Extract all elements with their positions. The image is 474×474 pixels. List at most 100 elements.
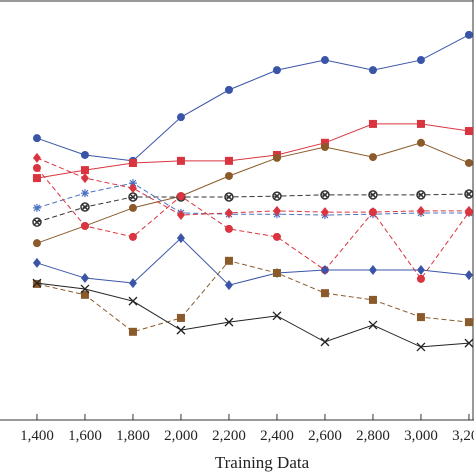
marker: [128, 278, 137, 289]
marker: [224, 207, 233, 218]
series-line: [36, 167, 470, 280]
marker: [32, 164, 41, 172]
marker: [32, 278, 42, 288]
marker: [128, 158, 137, 167]
marker: [320, 190, 330, 200]
marker: [128, 203, 137, 212]
x-tick-label: 2,000: [164, 428, 198, 444]
marker: [368, 295, 377, 304]
marker: [320, 138, 329, 147]
marker: [464, 208, 473, 217]
marker: [32, 174, 41, 183]
series-line: [36, 237, 470, 286]
marker: [224, 280, 233, 291]
marker: [272, 205, 281, 216]
marker: [128, 327, 137, 336]
marker: [320, 337, 330, 347]
marker: [32, 239, 41, 248]
series-line: [36, 260, 470, 333]
x-tick-label: 3,000: [404, 428, 438, 444]
marker: [80, 150, 89, 159]
x-tick-label: 2,200: [212, 428, 246, 444]
marker: [368, 320, 378, 330]
marker: [80, 202, 90, 212]
marker: [272, 269, 281, 277]
marker: [80, 166, 89, 175]
marker: [80, 189, 89, 198]
marker: [464, 189, 474, 199]
marker: [32, 217, 42, 227]
marker: [224, 171, 233, 180]
marker: [176, 192, 185, 201]
marker: [224, 224, 233, 233]
marker: [416, 56, 425, 65]
marker: [176, 156, 185, 165]
marker: [464, 30, 473, 39]
marker: [368, 208, 377, 217]
series-line: [36, 193, 469, 223]
x-tick-label: 2,600: [308, 428, 342, 444]
marker: [464, 318, 473, 327]
marker: [416, 205, 425, 216]
marker: [176, 313, 185, 322]
x-tick-label: 2,400: [260, 428, 294, 444]
x-axis-label: Training Data: [215, 453, 310, 472]
marker: [80, 284, 90, 294]
marker: [272, 66, 281, 75]
x-tick-label: 1,400: [20, 428, 54, 444]
marker: [368, 66, 377, 75]
marker: [224, 85, 233, 94]
marker: [368, 265, 377, 276]
marker: [176, 233, 185, 244]
marker: [128, 192, 138, 202]
marker: [272, 191, 282, 201]
marker: [320, 289, 329, 298]
marker: [224, 256, 233, 265]
marker: [368, 153, 377, 162]
marker: [416, 342, 426, 352]
marker: [464, 338, 474, 348]
marker: [224, 156, 233, 165]
marker: [272, 311, 282, 321]
marker: [32, 134, 41, 143]
x-tick-label: 1,800: [116, 428, 150, 444]
marker: [416, 313, 425, 322]
marker: [320, 265, 329, 276]
series-line: [36, 157, 469, 216]
series-line: [36, 142, 470, 244]
x-tick-label: 3,200: [452, 428, 474, 444]
marker: [80, 273, 89, 284]
marker: [416, 119, 425, 128]
series-line: [36, 34, 470, 162]
marker: [80, 173, 89, 184]
marker: [320, 56, 329, 65]
marker: [32, 257, 41, 268]
marker: [416, 265, 425, 276]
marker: [272, 153, 281, 162]
marker: [464, 158, 473, 167]
marker: [320, 143, 329, 151]
marker: [128, 232, 137, 241]
marker: [32, 203, 41, 212]
x-tick-label: 2,800: [356, 428, 390, 444]
marker: [128, 296, 138, 306]
marker: [80, 221, 89, 230]
series-line: [36, 123, 470, 179]
marker: [224, 192, 234, 202]
marker: [176, 113, 185, 122]
marker: [128, 179, 137, 188]
marker: [128, 183, 137, 194]
marker: [464, 270, 473, 281]
marker: [176, 210, 185, 221]
marker: [320, 207, 329, 218]
x-tick-label: 1,600: [68, 428, 102, 444]
series-line: [36, 182, 469, 216]
marker: [416, 190, 426, 200]
marker: [368, 190, 378, 200]
marker: [80, 290, 89, 299]
marker: [272, 232, 281, 241]
marker: [464, 127, 473, 136]
marker: [416, 138, 425, 147]
marker: [32, 152, 41, 163]
